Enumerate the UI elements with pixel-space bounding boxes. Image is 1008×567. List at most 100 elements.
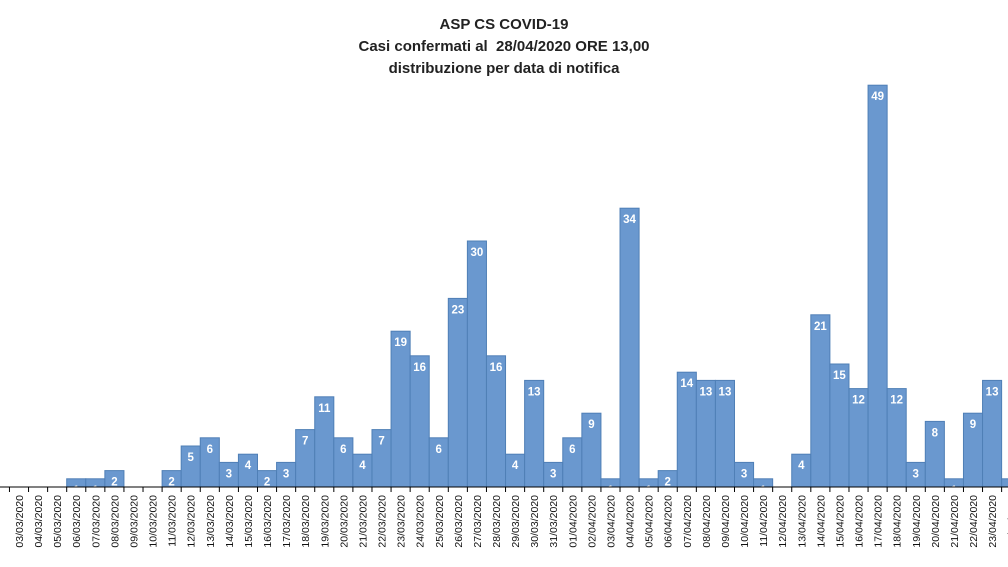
x-tick-label: 28/03/2020	[491, 495, 503, 548]
chart-title: ASP CS COVID-19 Casi confermati al 28/04…	[0, 14, 1008, 80]
x-tick-label: 04/04/2020	[625, 495, 637, 548]
x-tick-label: 15/03/2020	[243, 495, 255, 548]
bar-data-label: 11	[318, 403, 331, 415]
bar-data-label: 3	[913, 468, 919, 480]
bar-data-label: 9	[588, 419, 594, 431]
x-tick-label: 27/03/2020	[472, 495, 484, 548]
x-tick-label: 24/03/2020	[415, 495, 427, 548]
x-tick-label: 12/04/2020	[777, 495, 789, 548]
bar-data-label: 23	[451, 304, 464, 316]
x-axis-tick-labels: 03/03/2020 04/03/2020 05/03/2020 06/03/2020…	[14, 495, 1008, 548]
bar-data-label: 15	[833, 370, 846, 382]
bar-data-label: 7	[302, 436, 308, 448]
bar-data-label: 4	[245, 460, 252, 472]
x-tick-label: 03/03/2020	[14, 495, 26, 548]
x-tick-label: 11/03/2020	[167, 495, 179, 547]
x-tick-label: 15/04/2020	[834, 495, 846, 548]
bar-04/04/2020	[619, 207, 640, 488]
bar-data-label: 13	[699, 386, 712, 398]
bar-data-label: 14	[680, 378, 693, 390]
x-tick-label: 06/03/2020	[71, 495, 83, 548]
x-tick-label: 16/04/2020	[854, 495, 866, 548]
bar-data-label: 2	[665, 477, 671, 489]
bar-data-label: 19	[394, 337, 407, 349]
bar-data-label: 3	[741, 468, 747, 480]
x-tick-label: 05/04/2020	[644, 495, 656, 548]
x-tick-label: 13/04/2020	[796, 495, 808, 548]
bar-data-label: 1	[73, 485, 80, 497]
bar-23/03/2020	[390, 330, 411, 488]
x-tick-label: 11/04/2020	[758, 495, 770, 547]
x-tick-label: 31/03/2020	[548, 495, 560, 548]
bar-data-label: 1	[951, 485, 958, 497]
x-tick-label: 22/04/2020	[968, 495, 980, 548]
x-tick-label: 14/03/2020	[224, 495, 236, 548]
x-tick-label: 29/03/2020	[510, 495, 522, 548]
bar-data-label: 12	[890, 395, 903, 407]
bar-data-label: 13	[528, 386, 541, 398]
x-tick-label: 03/04/2020	[605, 495, 617, 548]
x-tick-label: 12/03/2020	[186, 495, 198, 548]
x-tick-label: 09/04/2020	[720, 495, 732, 548]
x-tick-label: 13/03/2020	[205, 495, 217, 548]
bar-data-label: 6	[207, 444, 213, 456]
chart-title-line-1: ASP CS COVID-19	[439, 16, 569, 33]
bar-data-label: 16	[490, 362, 503, 374]
x-tick-label: 24/04/2020	[1006, 495, 1008, 548]
x-tick-label: 06/04/2020	[663, 495, 675, 548]
bar-data-label: 4	[359, 460, 366, 472]
bar-data-label: 6	[436, 444, 442, 456]
bars-group	[66, 84, 1008, 488]
x-tick-label: 17/04/2020	[873, 495, 885, 548]
x-tick-label: 17/03/2020	[281, 495, 293, 548]
bar-data-label: 3	[226, 468, 232, 480]
x-tick-label: 07/04/2020	[682, 495, 694, 548]
x-tick-label: 18/04/2020	[892, 495, 904, 548]
x-tick-label: 20/04/2020	[930, 495, 942, 548]
bar-data-label: 1	[607, 485, 614, 497]
x-tick-label: 08/04/2020	[701, 495, 713, 548]
x-tick-label: 21/04/2020	[949, 495, 961, 548]
bar-17/04/2020	[867, 84, 888, 488]
bar-data-label: 16	[413, 362, 426, 374]
bar-data-label: 1	[760, 485, 767, 497]
x-tick-label: 18/03/2020	[300, 495, 312, 548]
bar-data-label: 5	[188, 452, 195, 464]
bar-data-label: 49	[871, 91, 884, 103]
x-tick-label: 30/03/2020	[529, 495, 541, 548]
x-tick-label: 19/03/2020	[319, 495, 331, 548]
bar-data-label: 2	[111, 477, 117, 489]
bar-data-label: 6	[569, 444, 575, 456]
bar-data-label: 1	[92, 485, 99, 497]
x-tick-label: 22/03/2020	[377, 495, 389, 548]
x-tick-label: 23/04/2020	[987, 495, 999, 548]
bar-labels-group: 1 12 2563423711647191662330164133691341214…	[73, 91, 1008, 497]
bar-27/03/2020	[466, 240, 487, 488]
x-tick-label: 20/03/2020	[338, 495, 350, 548]
bar-data-label: 3	[283, 468, 289, 480]
bar-data-label: 21	[814, 321, 827, 333]
x-tick-label: 09/03/2020	[128, 495, 140, 548]
x-tick-label: 25/03/2020	[434, 495, 446, 548]
x-tick-label: 10/03/2020	[148, 495, 160, 548]
bar-data-label: 2	[168, 477, 174, 489]
x-tick-label: 14/04/2020	[815, 495, 827, 548]
x-tick-label: 05/03/2020	[52, 495, 64, 548]
bar-data-label: 1	[645, 485, 652, 497]
x-tick-label: 26/03/2020	[453, 495, 465, 548]
chart-title-line-2: Casi confermati al 28/04/2020 ORE 13,00	[358, 38, 650, 55]
bar-data-label: 3	[550, 468, 556, 480]
x-tick-label: 01/04/2020	[567, 495, 579, 548]
bar-14/04/2020	[810, 314, 831, 488]
bar-24/03/2020	[409, 355, 430, 488]
x-tick-label: 23/03/2020	[396, 495, 408, 548]
bar-data-label: 12	[852, 395, 865, 407]
bar-15/04/2020	[829, 363, 850, 488]
chart-title-line-3: distribuzione per data di notifica	[388, 60, 620, 77]
x-tick-label: 04/03/2020	[33, 495, 45, 548]
x-tick-label: 19/04/2020	[911, 495, 923, 548]
bar-26/03/2020	[447, 297, 468, 488]
bar-data-label: 6	[340, 444, 346, 456]
bar-data-label: 4	[512, 460, 519, 472]
